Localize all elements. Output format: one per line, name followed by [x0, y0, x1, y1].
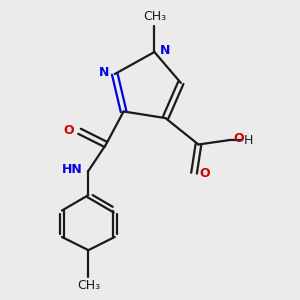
- Text: O: O: [63, 124, 74, 137]
- Text: O: O: [234, 133, 244, 146]
- Text: N: N: [160, 44, 170, 57]
- Text: O: O: [200, 167, 210, 180]
- Text: HN: HN: [62, 163, 83, 176]
- Text: N: N: [99, 66, 109, 80]
- Text: CH₃: CH₃: [77, 279, 100, 292]
- Text: H: H: [244, 134, 253, 147]
- Text: CH₃: CH₃: [143, 11, 166, 23]
